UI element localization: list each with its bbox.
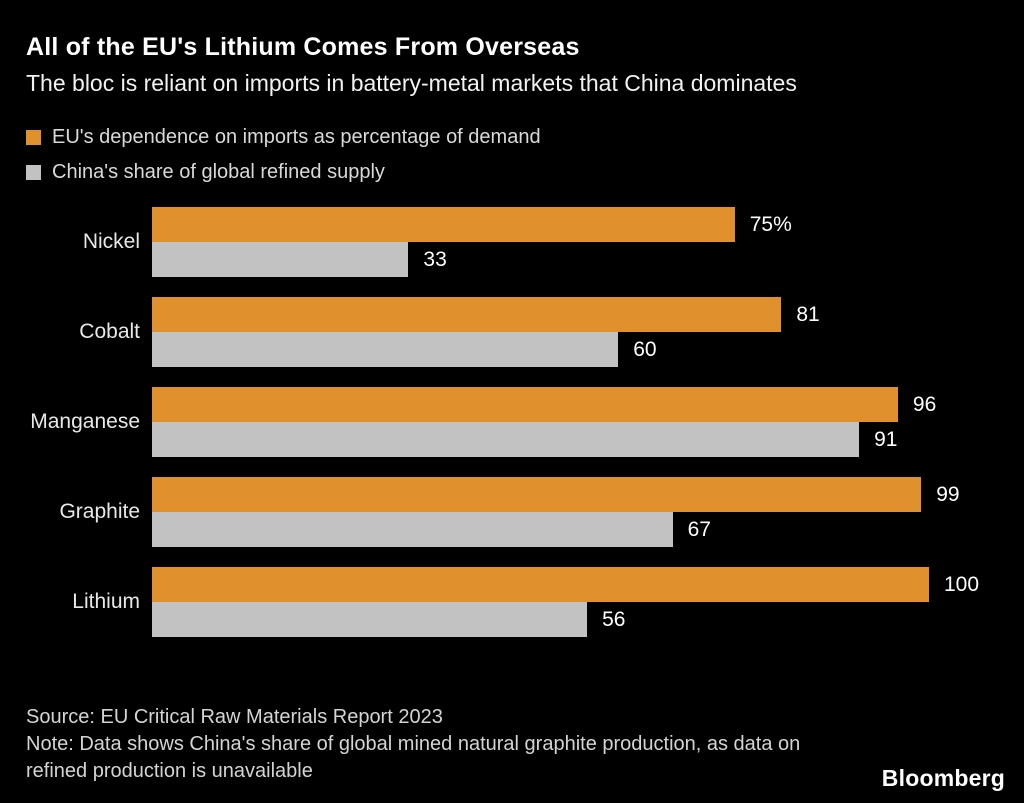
bar-value-label: 75% <box>749 213 792 236</box>
legend-item-eu-imports: EU's dependence on imports as percentage… <box>26 124 541 150</box>
category-label: Manganese <box>30 410 140 433</box>
bar-group: 75% 33 <box>152 207 1024 277</box>
chart: Nickel 75% 33 Cobalt 81 60 Manganese 96 91 Graphi… <box>0 207 1024 657</box>
bar-value-label: 99 <box>936 483 960 506</box>
bar-line: 67 <box>152 512 1024 547</box>
header: All of the EU's Lithium Comes From Overs… <box>26 33 797 97</box>
legend-swatch-orange <box>26 129 41 145</box>
bar-line: 100 <box>152 567 1024 602</box>
china-share-bar <box>152 422 860 457</box>
bar-line: 60 <box>152 332 1024 367</box>
bar-value-label: 96 <box>912 393 937 416</box>
eu-import-bar <box>152 387 898 422</box>
footer: Source: EU Critical Raw Materials Report… <box>26 704 856 785</box>
bar-value-label: 81 <box>796 303 820 326</box>
bar-group: 99 67 <box>152 477 1024 547</box>
bar-value-label: 100 <box>944 573 980 596</box>
legend-item-china-share: China's share of global refined supply <box>26 159 541 185</box>
bar-line: 56 <box>152 602 1024 637</box>
chart-row-cobalt: Cobalt 81 60 <box>0 297 1024 367</box>
bar-line: 99 <box>152 477 1024 512</box>
china-share-bar <box>152 512 673 547</box>
category-label: Graphite <box>59 500 140 523</box>
bar-value-label: 33 <box>423 248 447 271</box>
bar-line: 96 <box>152 387 1024 422</box>
chart-row-lithium: Lithium 100 56 <box>0 567 1024 637</box>
chart-row-manganese: Manganese 96 91 <box>0 387 1024 457</box>
china-share-bar <box>152 602 588 637</box>
category-label: Cobalt <box>79 320 140 343</box>
bar-group: 100 56 <box>152 567 1024 637</box>
bloomberg-logo: Bloomberg <box>881 765 1005 791</box>
eu-import-bar <box>152 477 922 512</box>
bar-group: 81 60 <box>152 297 1024 367</box>
bar-line: 81 <box>152 297 1024 332</box>
china-share-bar <box>152 242 409 277</box>
category-label: Lithium <box>72 590 140 613</box>
legend-label: China's share of global refined supply <box>52 160 385 183</box>
eu-import-bar <box>152 567 929 602</box>
category-label: Nickel <box>82 230 140 253</box>
bar-value-label: 67 <box>687 518 711 541</box>
bar-line: 33 <box>152 242 1024 277</box>
chart-row-nickel: Nickel 75% 33 <box>0 207 1024 277</box>
eu-import-bar <box>152 207 735 242</box>
bar-line: 91 <box>152 422 1024 457</box>
chart-title: All of the EU's Lithium Comes From Overs… <box>26 33 580 61</box>
legend-label: EU's dependence on imports as percentage… <box>52 125 541 148</box>
chart-row-graphite: Graphite 99 67 <box>0 477 1024 547</box>
china-share-bar <box>152 332 619 367</box>
bar-value-label: 91 <box>874 428 898 451</box>
note-text: Note: Data shows China's share of global… <box>26 733 801 782</box>
bar-group: 96 91 <box>152 387 1024 457</box>
eu-import-bar <box>152 297 782 332</box>
bar-line: 75% <box>152 207 1024 242</box>
bar-value-label: 56 <box>602 608 626 631</box>
source-text: Source: EU Critical Raw Materials Report… <box>26 706 443 728</box>
legend: EU's dependence on imports as percentage… <box>26 124 541 194</box>
chart-subtitle: The bloc is reliant on imports in batter… <box>26 70 797 96</box>
bar-value-label: 60 <box>633 338 657 361</box>
legend-swatch-gray <box>26 164 41 180</box>
